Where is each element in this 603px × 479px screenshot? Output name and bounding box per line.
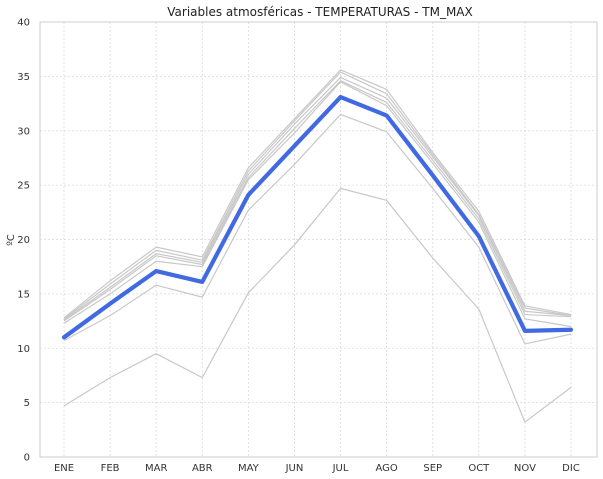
plot-frame [39,21,598,458]
x-tick-label: AGO [375,463,397,474]
background-series-line [63,187,572,423]
background-series-line [63,71,572,320]
background-series-line [63,81,572,328]
y-tick-label: 35 [17,72,30,83]
x-tick-label: ENE [54,463,74,474]
x-tick-label: MAR [145,463,167,474]
series-lines [63,69,572,423]
y-tick-label: 15 [17,289,30,300]
x-tick-label: SEP [423,463,442,474]
y-tick-label: 25 [17,181,30,192]
x-tick-label: JUL [332,463,349,474]
y-tick-label: 5 [24,398,30,409]
highlight-series-line [61,94,574,340]
y-axis-label: ºC [6,234,17,246]
background-series-line [63,113,572,345]
y-tick-label: 20 [17,235,30,246]
background-series-line [63,76,572,321]
grid [40,21,597,458]
x-tick-label: ABR [192,463,213,474]
x-tick-label: OCT [468,463,490,474]
background-series-line [63,80,572,322]
y-tick-label: 0 [24,453,30,464]
highlight-series [61,94,574,340]
x-tick-label: DIC [562,463,580,474]
x-tick-label: NOV [514,463,536,474]
x-tick-label: FEB [101,463,120,474]
chart-title: Variables atmosféricas - TEMPERATURAS - … [167,5,472,19]
background-series-line [63,69,572,319]
x-tick-label: MAY [238,463,260,474]
axes: 0 5 10 15 20 25 30 35 40 ENE FEB MAR ABR MAY JUN JUL AGO… [17,18,598,474]
x-tick-label: JUN [285,463,304,474]
y-tick-label: 30 [17,126,30,137]
y-tick-label: 10 [17,344,30,355]
y-tick-label: 40 [17,18,30,29]
